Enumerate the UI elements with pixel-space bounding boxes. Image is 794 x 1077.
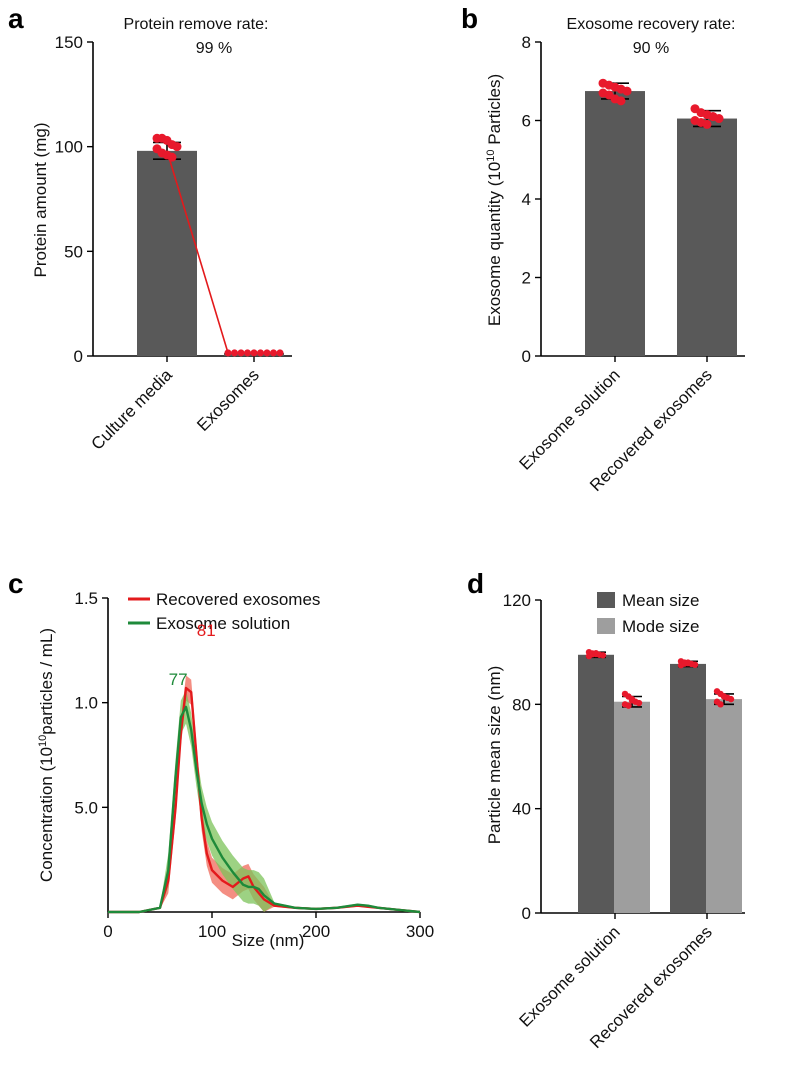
- panel-a-point: [237, 349, 245, 357]
- panel-a-point: [231, 349, 238, 357]
- panel-d-ytick-label: 40: [512, 800, 531, 819]
- panel-b-title-line2: 90 %: [633, 40, 669, 57]
- panel-b-point: [616, 96, 626, 106]
- panel-c-xtick-label: 0: [103, 922, 112, 941]
- panel-c-ylabel-sup: 10: [37, 735, 49, 747]
- panel-b-ylabel-sup: 10: [485, 149, 497, 161]
- panel-c-xtick-label: 100: [198, 922, 226, 941]
- panel-d-bar-mode: [614, 701, 650, 913]
- panel-a-point: [270, 349, 277, 357]
- panel-c-line-recovered: [108, 686, 421, 914]
- panel-d-bar-mode: [706, 699, 742, 913]
- panel-c-ytick-label: 1.5: [74, 589, 98, 608]
- panel-a-category-label: Culture media: [88, 365, 177, 454]
- legend-label-mean: Mean size: [622, 591, 699, 610]
- panel-a-ylabel: Protein amount (mg): [31, 123, 50, 278]
- panel-b-category-label: Exosome solution: [516, 365, 624, 473]
- panel-a-ytick-label: 100: [55, 138, 83, 157]
- panel-d-ytick-label: 80: [512, 695, 531, 714]
- panel-c-band-recovered: [108, 675, 420, 912]
- panel-d-point: [691, 661, 699, 668]
- panel-d-ylabel: Particle mean size (nm): [485, 666, 504, 845]
- panel-b-ytick-label: 2: [522, 269, 531, 288]
- panel-a-connecting-line: [166, 150, 229, 354]
- panel-b-bar: [677, 118, 737, 356]
- panel-b-point: [708, 112, 718, 122]
- panel-c-line-solution: [108, 705, 421, 914]
- panel-b-point: [622, 86, 632, 96]
- panel-d-legend: Mean size Mode size: [597, 591, 699, 636]
- panel-d-ytick-label: 120: [503, 591, 531, 610]
- panel-b-point: [702, 119, 712, 129]
- panel-d-bar-mean: [670, 663, 706, 913]
- panel-d-point: [592, 650, 600, 657]
- panel-b-ylabel: Exosome quantity (1010 Particles): [485, 74, 504, 326]
- panel-b-ytick-label: 6: [522, 112, 531, 131]
- panel-b-ytick-label: 8: [522, 33, 531, 52]
- panel-d-ytick-label: 0: [522, 904, 531, 923]
- panel-a-ytick-label: 150: [55, 33, 83, 52]
- panel-c-legend: Recovered exosomes Exosome solution: [128, 590, 320, 633]
- panel-a-ytick-label: 50: [64, 242, 83, 261]
- panel-b-ytick-label: 0: [522, 347, 531, 366]
- panel-b-ylabel-main: Exosome quantity (10: [485, 162, 504, 326]
- panel-a-point: [276, 349, 284, 357]
- panel-b-ytick-label: 4: [522, 190, 531, 209]
- legend-label-solution: Exosome solution: [156, 614, 290, 633]
- panel-a-point: [244, 349, 251, 357]
- panel-a-category-label: Exosomes: [193, 365, 263, 435]
- panel-b: b Exosome recovery rate: 90 % Exosome qu…: [461, 3, 745, 495]
- panel-a-point: [224, 349, 232, 357]
- panel-c-xtick-label: 200: [302, 922, 330, 941]
- panel-d-point: [599, 652, 607, 659]
- panel-a-point: [167, 152, 177, 162]
- panel-b-ylabel-tail: Particles): [485, 74, 504, 150]
- panel-c-band-solution: [108, 690, 420, 912]
- panel-d-label: d: [467, 568, 484, 599]
- panel-a-title-line2: 99 %: [196, 40, 232, 57]
- legend-label-mode: Mode size: [622, 617, 699, 636]
- panel-c-peak-label: 77: [169, 670, 188, 689]
- panel-c-peak-label: 81: [197, 621, 216, 640]
- panel-a-point: [250, 349, 258, 357]
- panel-c-ytick-label: 1.0: [74, 694, 98, 713]
- panel-a-title-line1: Protein remove rate:: [124, 16, 269, 33]
- panel-d-category-label: Exosome solution: [516, 922, 624, 1030]
- panel-b-bar: [585, 91, 645, 356]
- panel-c-ylabel-main: Concentration (10: [37, 747, 56, 882]
- panel-d-point: [625, 702, 632, 709]
- panel-d-point: [635, 699, 643, 707]
- legend-swatch-mode: [597, 618, 615, 634]
- panel-a-ytick-label: 0: [74, 347, 83, 366]
- legend-swatch-mean: [597, 592, 615, 608]
- panel-d-point: [720, 693, 728, 700]
- panel-c: c Concentration (1010particles / mL) Siz…: [8, 568, 434, 950]
- panel-b-label: b: [461, 3, 478, 34]
- panel-a-point: [263, 349, 271, 357]
- panel-a-point: [172, 142, 182, 152]
- panel-c-xtick-label: 300: [406, 922, 434, 941]
- panel-a: a Protein remove rate: 99 % Protein amou…: [8, 3, 292, 454]
- panel-d-bar-mean: [578, 654, 614, 913]
- panel-d-point: [717, 701, 724, 708]
- panel-a-label: a: [8, 3, 24, 34]
- panel-d: d Particle mean size (nm) Mean size Mode…: [467, 568, 745, 1052]
- legend-label-recovered: Recovered exosomes: [156, 590, 320, 609]
- panel-c-ylabel-tail: particles / mL): [37, 628, 56, 735]
- panel-d-point: [727, 695, 735, 703]
- panel-c-ylabel: Concentration (1010particles / mL): [37, 628, 56, 882]
- panel-d-point: [628, 697, 636, 704]
- panel-b-title-line1: Exosome recovery rate:: [567, 16, 736, 33]
- panel-d-point: [684, 659, 692, 666]
- panel-c-ytick-label: 5.0: [74, 798, 98, 817]
- panel-a-bar: [137, 150, 197, 356]
- panel-c-xlabel: Size (nm): [232, 931, 305, 950]
- panel-c-label: c: [8, 568, 24, 599]
- panel-a-point: [257, 349, 264, 357]
